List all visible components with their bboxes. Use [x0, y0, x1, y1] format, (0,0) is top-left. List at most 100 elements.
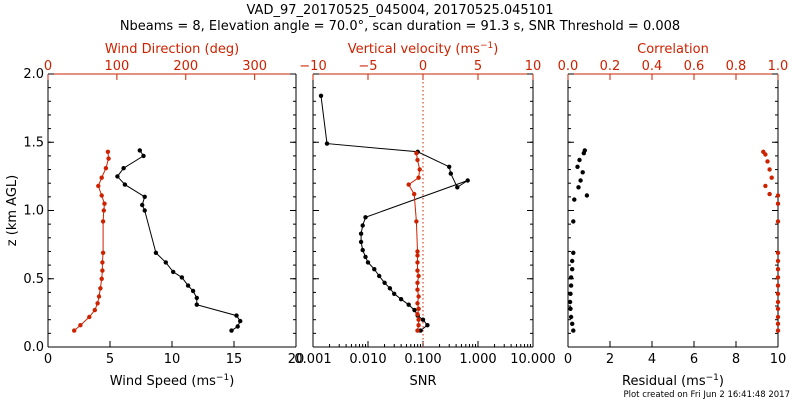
data-point	[382, 280, 387, 285]
top-tick-label: 0	[419, 59, 427, 74]
data-point	[238, 318, 243, 324]
data-point	[767, 191, 772, 197]
data-point	[570, 258, 575, 264]
data-point	[775, 219, 781, 224]
data-point	[576, 185, 581, 190]
data-point	[775, 299, 781, 305]
data-point	[324, 141, 330, 146]
x-tick-label: 15	[226, 352, 243, 367]
data-point	[105, 149, 111, 154]
series-top-red	[406, 151, 422, 333]
data-point	[78, 323, 83, 328]
data-point	[769, 175, 774, 180]
top-tick-label: 0	[44, 59, 52, 74]
data-point	[87, 314, 92, 320]
data-point	[115, 174, 120, 179]
data-point	[360, 247, 365, 253]
top-tick-label: 300	[242, 59, 267, 74]
data-point	[775, 283, 781, 288]
data-point	[365, 260, 371, 265]
data-point	[122, 182, 128, 187]
top-axis-label-sup: −1	[480, 41, 493, 51]
x-axis-label-text: Wind Speed (ms	[110, 374, 216, 389]
data-point	[102, 201, 107, 206]
top-tick-label: 0.4	[642, 59, 663, 74]
data-point	[465, 178, 470, 183]
data-point	[103, 166, 109, 171]
data-point	[406, 182, 411, 187]
data-point	[415, 287, 420, 292]
panel-right: 0 2 4 6 8 10 0.0 0.2 0.4 0.6 0.8 1.0 Residual (ms−1)…	[558, 42, 789, 389]
data-point	[194, 295, 199, 301]
panel-middle: 0.001 0.010 0.100 1.000 10.000 −10 −5 0 5 10 SNR Ve…	[294, 41, 555, 389]
data-point	[363, 215, 368, 220]
data-point	[568, 291, 573, 296]
top-tick-label: 0.2	[600, 59, 621, 74]
x-tick-label: 1.000	[459, 352, 496, 367]
data-point	[99, 175, 104, 180]
data-point	[372, 267, 377, 272]
figure-title-line2: Nbeams = 8, Elevation angle = 70.0°, sca…	[120, 19, 680, 34]
x-tick-label: 10	[770, 352, 787, 367]
data-point	[137, 148, 142, 153]
data-point	[415, 312, 420, 317]
x-tick-label: 0	[44, 352, 52, 367]
data-point	[92, 307, 98, 313]
series-top-red	[72, 149, 111, 333]
top-tick-label: 5	[474, 59, 482, 74]
data-point	[100, 260, 105, 265]
data-point	[190, 288, 196, 294]
data-point	[415, 253, 420, 258]
data-point	[99, 276, 104, 281]
top-tick-label: 10	[525, 59, 542, 74]
x-tick-label: 4	[648, 352, 656, 367]
x-axis-label: SNR	[409, 374, 436, 389]
data-point	[100, 268, 105, 273]
x-axis-label-sup: −1	[706, 373, 719, 383]
x-tick-label: 0.100	[404, 352, 441, 367]
data-point	[761, 149, 766, 154]
series-top-red	[761, 149, 781, 333]
data-point	[568, 283, 574, 288]
series-line	[116, 150, 241, 332]
data-point	[455, 185, 460, 190]
x-tick-label: 0.010	[349, 352, 386, 367]
data-point	[582, 148, 587, 153]
data-point	[448, 171, 453, 176]
data-point	[95, 301, 100, 306]
data-point	[415, 328, 420, 333]
data-point	[96, 183, 101, 189]
x-tick-label: 0.001	[294, 352, 331, 367]
top-tick-label: 200	[173, 59, 198, 74]
data-point	[415, 157, 420, 163]
x-tick-label: 5	[106, 352, 114, 367]
plot-created-note: Plot created on Fri Jun 2 16:41:48 2017	[623, 390, 790, 400]
data-point	[194, 302, 199, 307]
data-point	[416, 323, 421, 328]
data-point	[106, 156, 111, 161]
data-point	[570, 321, 575, 326]
data-point	[775, 306, 781, 311]
data-point	[775, 314, 781, 320]
data-point	[185, 283, 191, 288]
data-point	[142, 194, 147, 199]
x-tick-label: 20	[288, 352, 305, 367]
data-point	[171, 269, 176, 275]
data-point	[416, 273, 421, 279]
top-tick-label: 100	[104, 59, 129, 74]
x-axis-label-close: )	[719, 374, 724, 389]
data-point	[142, 208, 147, 213]
y-axis-label: z (km AGL)	[5, 175, 20, 246]
series-bottom-black	[318, 93, 470, 333]
data-point	[415, 260, 420, 265]
data-point	[415, 280, 420, 285]
data-point	[387, 286, 393, 291]
data-point	[567, 299, 573, 305]
top-axis-label: Correlation	[637, 42, 709, 57]
top-axis-label-text: Vertical velocity (ms	[348, 42, 480, 57]
data-point	[775, 250, 781, 255]
data-point	[775, 328, 781, 333]
top-tick-label: 0.0	[558, 59, 579, 74]
x-axis-label-close: )	[229, 374, 234, 389]
top-tick-label: −5	[358, 59, 377, 74]
